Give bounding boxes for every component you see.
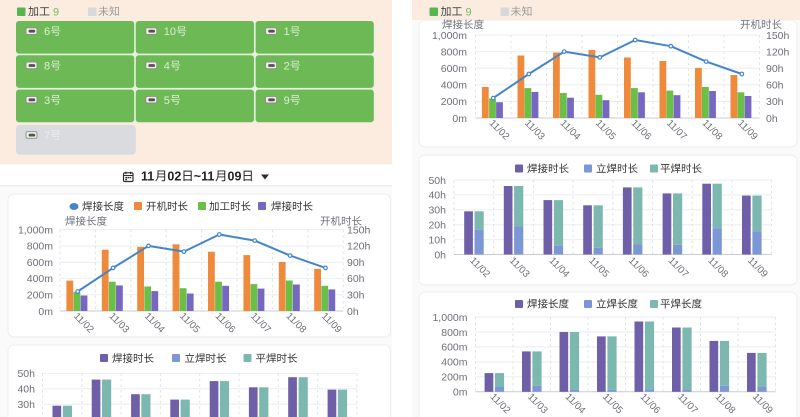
svg-text:60h: 60h bbox=[347, 273, 365, 285]
svg-text:0h: 0h bbox=[434, 249, 446, 261]
svg-text:10h: 10h bbox=[428, 234, 446, 246]
svg-text:7: 7 bbox=[44, 130, 50, 142]
svg-text:120h: 120h bbox=[347, 241, 371, 253]
svg-text:30h: 30h bbox=[17, 399, 35, 411]
svg-text:40h: 40h bbox=[17, 384, 35, 396]
svg-text:5: 5 bbox=[164, 95, 170, 107]
svg-text:0h: 0h bbox=[766, 113, 778, 125]
svg-text:1,000m: 1,000m bbox=[18, 224, 53, 236]
svg-text:200m: 200m bbox=[441, 372, 468, 384]
svg-text:400m: 400m bbox=[441, 357, 468, 369]
svg-text:1: 1 bbox=[284, 26, 290, 38]
svg-text:600m: 600m bbox=[441, 63, 468, 75]
svg-text:1,000m: 1,000m bbox=[432, 312, 467, 324]
svg-text:50h: 50h bbox=[17, 368, 35, 380]
svg-text:09: 09 bbox=[228, 169, 242, 183]
svg-text:~11: ~11 bbox=[194, 169, 215, 183]
svg-text:800m: 800m bbox=[441, 327, 468, 339]
svg-text:3: 3 bbox=[44, 95, 50, 107]
svg-text:6: 6 bbox=[44, 26, 50, 38]
svg-text:4: 4 bbox=[164, 61, 170, 73]
svg-text:150h: 150h bbox=[347, 224, 371, 236]
svg-text:150h: 150h bbox=[766, 30, 790, 42]
svg-text:8: 8 bbox=[44, 61, 50, 73]
svg-text:9: 9 bbox=[53, 6, 59, 18]
svg-text:0m: 0m bbox=[38, 306, 53, 318]
svg-text:800m: 800m bbox=[27, 241, 54, 253]
svg-text:30h: 30h bbox=[347, 290, 365, 302]
svg-text:1,000m: 1,000m bbox=[432, 30, 467, 42]
svg-text:02: 02 bbox=[167, 169, 181, 183]
svg-text:800m: 800m bbox=[441, 46, 468, 58]
svg-text:30h: 30h bbox=[766, 96, 784, 108]
svg-text:60h: 60h bbox=[766, 80, 784, 92]
svg-text:11: 11 bbox=[141, 169, 154, 183]
svg-text:200m: 200m bbox=[441, 96, 468, 108]
svg-text:0m: 0m bbox=[453, 387, 468, 399]
svg-text:10: 10 bbox=[164, 26, 176, 38]
svg-text:200m: 200m bbox=[27, 290, 54, 302]
svg-text:600m: 600m bbox=[27, 257, 54, 269]
svg-text:90h: 90h bbox=[766, 63, 784, 75]
svg-text:20h: 20h bbox=[428, 220, 446, 232]
svg-text:30h: 30h bbox=[428, 205, 446, 217]
svg-text:0m: 0m bbox=[452, 113, 467, 125]
svg-text:120h: 120h bbox=[766, 46, 790, 58]
svg-text:600m: 600m bbox=[441, 342, 468, 354]
svg-text:90h: 90h bbox=[347, 257, 365, 269]
svg-text:2: 2 bbox=[284, 61, 290, 73]
svg-text:9: 9 bbox=[466, 6, 472, 18]
svg-text:50h: 50h bbox=[428, 175, 446, 187]
svg-text:9: 9 bbox=[284, 95, 290, 107]
svg-text:400m: 400m bbox=[441, 80, 468, 92]
svg-text:40h: 40h bbox=[428, 190, 446, 202]
svg-text:0h: 0h bbox=[347, 306, 359, 318]
svg-text:400m: 400m bbox=[27, 273, 54, 285]
